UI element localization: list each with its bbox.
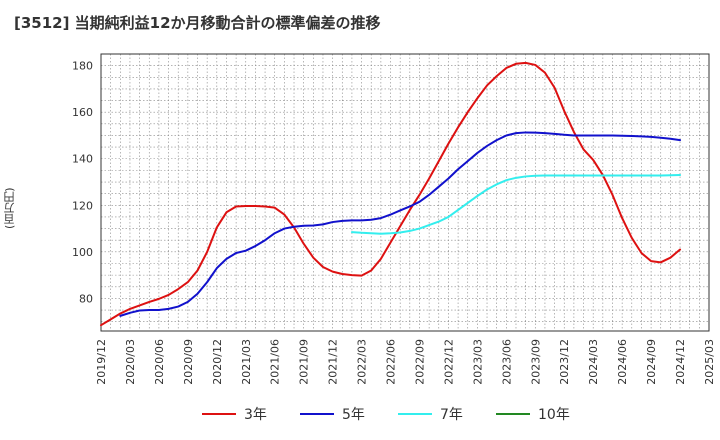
- x-tick-label: 2020/03: [124, 339, 137, 385]
- plot-frame: [100, 53, 710, 332]
- x-tick-label: 2020/09: [182, 339, 195, 385]
- x-tick-label: 2020/06: [153, 339, 166, 385]
- y-tick-label: 140: [72, 153, 93, 166]
- grid: [100, 53, 710, 331]
- y-tick-label: 80: [79, 292, 93, 305]
- x-tick-label: 2023/12: [558, 339, 571, 385]
- x-tick-label: 2024/06: [616, 339, 629, 385]
- x-tick-label: 2025/03: [703, 339, 716, 385]
- series-line-7年: [350, 174, 682, 235]
- x-tick-label: 2023/09: [529, 339, 542, 385]
- x-tick-label: 2022/09: [413, 339, 426, 385]
- y-tick-label: 120: [72, 199, 93, 212]
- legend-label: 7年: [440, 407, 463, 423]
- legend-label: 10年: [538, 407, 570, 423]
- x-tick-label: 2020/12: [211, 339, 224, 385]
- legend-label: 5年: [342, 407, 365, 423]
- series-line-3年: [100, 61, 682, 327]
- chart-title: [3512] 当期純利益12か月移動合計の標準偏差の推移: [14, 14, 381, 32]
- x-tick-label: 2021/06: [269, 339, 282, 385]
- x-tick-label: 2021/03: [240, 339, 253, 385]
- axes: 80 100 120 140 160 180 2019/12 2020/03 2020/06 20…: [72, 53, 716, 385]
- series-line-5年: [119, 131, 682, 317]
- legend: 3年 5年 7年 10年: [202, 407, 570, 423]
- x-tick-label: 2023/06: [500, 339, 513, 385]
- x-tick-label: 2024/12: [674, 339, 687, 385]
- legend-label: 3年: [244, 407, 267, 423]
- x-tick-label: 2023/03: [471, 339, 484, 385]
- x-tick-label: 2024/09: [645, 339, 658, 385]
- series-group: [100, 61, 682, 327]
- y-tick-label: 160: [72, 106, 93, 119]
- y-tick-label: 180: [72, 60, 93, 73]
- x-tick-label: 2024/03: [587, 339, 600, 385]
- x-tick-label: 2021/12: [327, 339, 340, 385]
- x-tick-label: 2022/03: [356, 339, 369, 385]
- x-tick-label: 2022/06: [385, 339, 398, 385]
- y-tick-label: 100: [72, 246, 93, 259]
- x-tick-label: 2022/12: [442, 339, 455, 385]
- plot-area: [101, 54, 709, 331]
- x-tick-label: 2021/09: [298, 339, 311, 385]
- x-tick-label: 2019/12: [95, 339, 108, 385]
